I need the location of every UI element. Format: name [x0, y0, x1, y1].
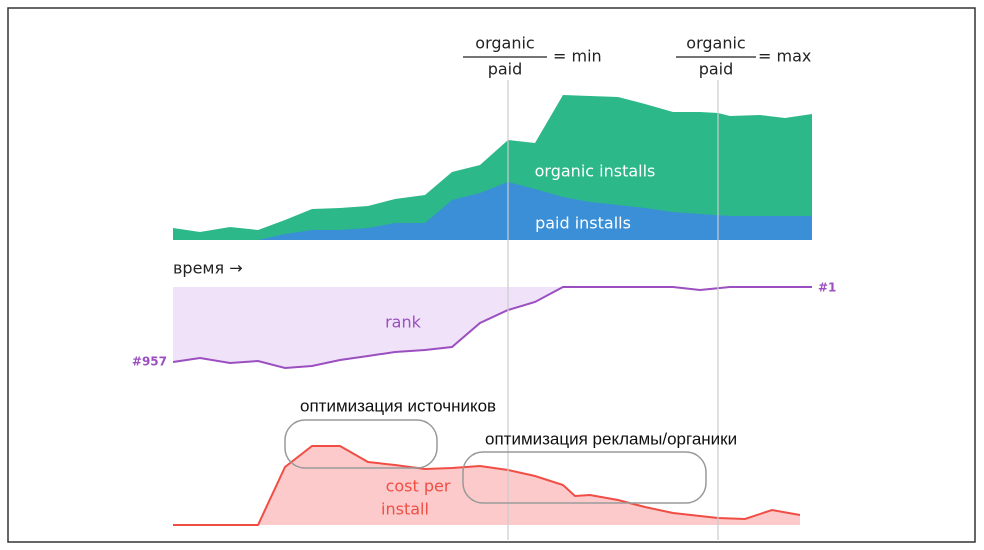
annotation-box	[284, 419, 438, 469]
rank-low: #957	[132, 355, 167, 369]
fraction-denominator: paid	[699, 60, 734, 79]
fraction-numerator: organic	[686, 34, 745, 53]
frame	[7, 7, 976, 543]
cost-label: install	[381, 500, 429, 519]
paid-area	[173, 182, 812, 240]
fraction-numerator: organic	[475, 34, 534, 53]
time-label: время →	[173, 259, 243, 278]
rank-label: rank	[385, 313, 422, 332]
fraction-relation: = max	[758, 47, 811, 66]
rank-high: #1	[818, 281, 836, 295]
fraction-relation: = min	[553, 47, 602, 66]
rank-area	[173, 287, 563, 368]
annotation: оптимизация рекламы/органики	[485, 429, 737, 448]
cost-label: cost per	[386, 477, 451, 496]
rank-line	[172, 286, 812, 370]
organic-label: organic installs	[535, 162, 656, 181]
paid-label: paid installs	[535, 214, 631, 233]
organic-area	[173, 95, 812, 240]
fraction-denominator: paid	[488, 60, 523, 79]
cost-line	[173, 445, 801, 526]
annotation-box	[462, 451, 707, 504]
annotation: оптимизация источников	[300, 396, 496, 415]
